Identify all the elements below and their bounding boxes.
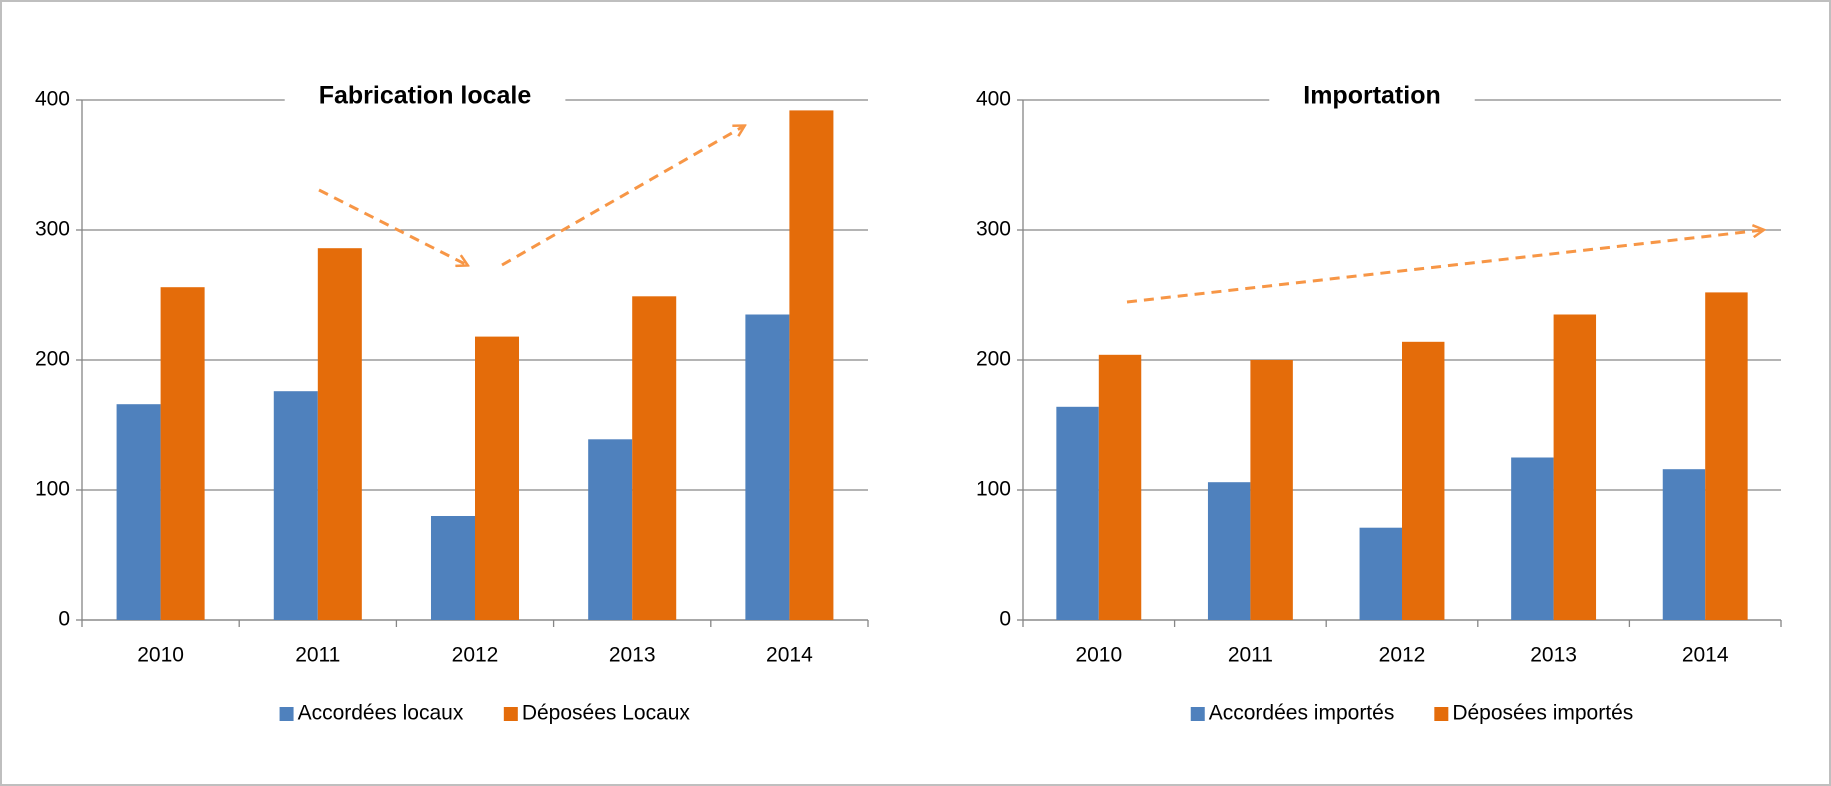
y-tick-label: 200 xyxy=(35,348,70,371)
legend-swatch xyxy=(1434,707,1449,721)
legend-label: Déposées Locaux xyxy=(522,702,691,725)
bar xyxy=(632,296,677,620)
bar xyxy=(1402,341,1445,620)
trend-arrow xyxy=(318,188,467,265)
bar xyxy=(1511,457,1554,620)
bar xyxy=(745,314,790,620)
x-tick-label: 2014 xyxy=(766,644,813,667)
trend-arrows xyxy=(318,126,1763,304)
y-tick-label: 400 xyxy=(35,88,70,111)
bar xyxy=(1056,406,1099,620)
x-tick-label: 2011 xyxy=(1228,644,1273,667)
trend-arrow xyxy=(501,126,744,267)
x-tick-label: 2010 xyxy=(137,644,184,667)
bar xyxy=(160,287,205,620)
bar xyxy=(1662,469,1706,620)
bar xyxy=(1098,354,1142,620)
bar xyxy=(1705,292,1748,620)
title-background xyxy=(1269,77,1475,114)
y-tick-label: 200 xyxy=(976,348,1011,371)
legend-label: Déposées importés xyxy=(1452,702,1633,725)
y-tick-label: 300 xyxy=(976,218,1011,241)
bar xyxy=(1250,360,1293,620)
bar xyxy=(317,248,362,620)
legend-label: Accordées locaux xyxy=(298,702,464,725)
x-tick-label: 2013 xyxy=(609,644,656,667)
x-tick-label: 2013 xyxy=(1530,644,1577,667)
chart-right: 0 100 200 300 400 2010 2011 2012 2013 2014 Importa… xyxy=(976,77,1782,725)
legend-swatch xyxy=(1190,707,1205,721)
legend-swatch xyxy=(279,707,294,721)
y-tick-label: 0 xyxy=(58,608,70,631)
x-tick-label: 2010 xyxy=(1075,644,1122,667)
bar xyxy=(116,404,161,620)
trend-arrow xyxy=(1126,230,1763,304)
bar xyxy=(1207,482,1251,620)
chart-title: Fabrication locale xyxy=(319,82,532,110)
bar xyxy=(588,439,633,620)
bar xyxy=(273,391,318,620)
bar xyxy=(1359,527,1402,620)
bar xyxy=(475,336,520,620)
legend-swatch xyxy=(503,707,518,721)
chart-title: Importation xyxy=(1303,82,1441,110)
title-background xyxy=(284,77,566,114)
bar xyxy=(789,110,834,621)
x-tick-label: 2014 xyxy=(1682,644,1729,667)
bar xyxy=(430,516,475,620)
x-tick-label: 2012 xyxy=(452,644,499,667)
x-tick-label: 2012 xyxy=(1379,644,1426,667)
legend-label: Accordées importés xyxy=(1209,702,1395,725)
bar xyxy=(1553,314,1597,620)
y-tick-label: 400 xyxy=(976,88,1011,111)
y-tick-label: 100 xyxy=(976,478,1011,501)
chart-left: 0 100 200 300 400 2010 2011 2012 2013 2014 Fabrica… xyxy=(35,77,869,725)
x-tick-label: 2011 xyxy=(295,644,340,667)
y-tick-label: 0 xyxy=(999,608,1011,631)
y-tick-label: 300 xyxy=(35,218,70,241)
y-tick-label: 100 xyxy=(35,478,70,501)
